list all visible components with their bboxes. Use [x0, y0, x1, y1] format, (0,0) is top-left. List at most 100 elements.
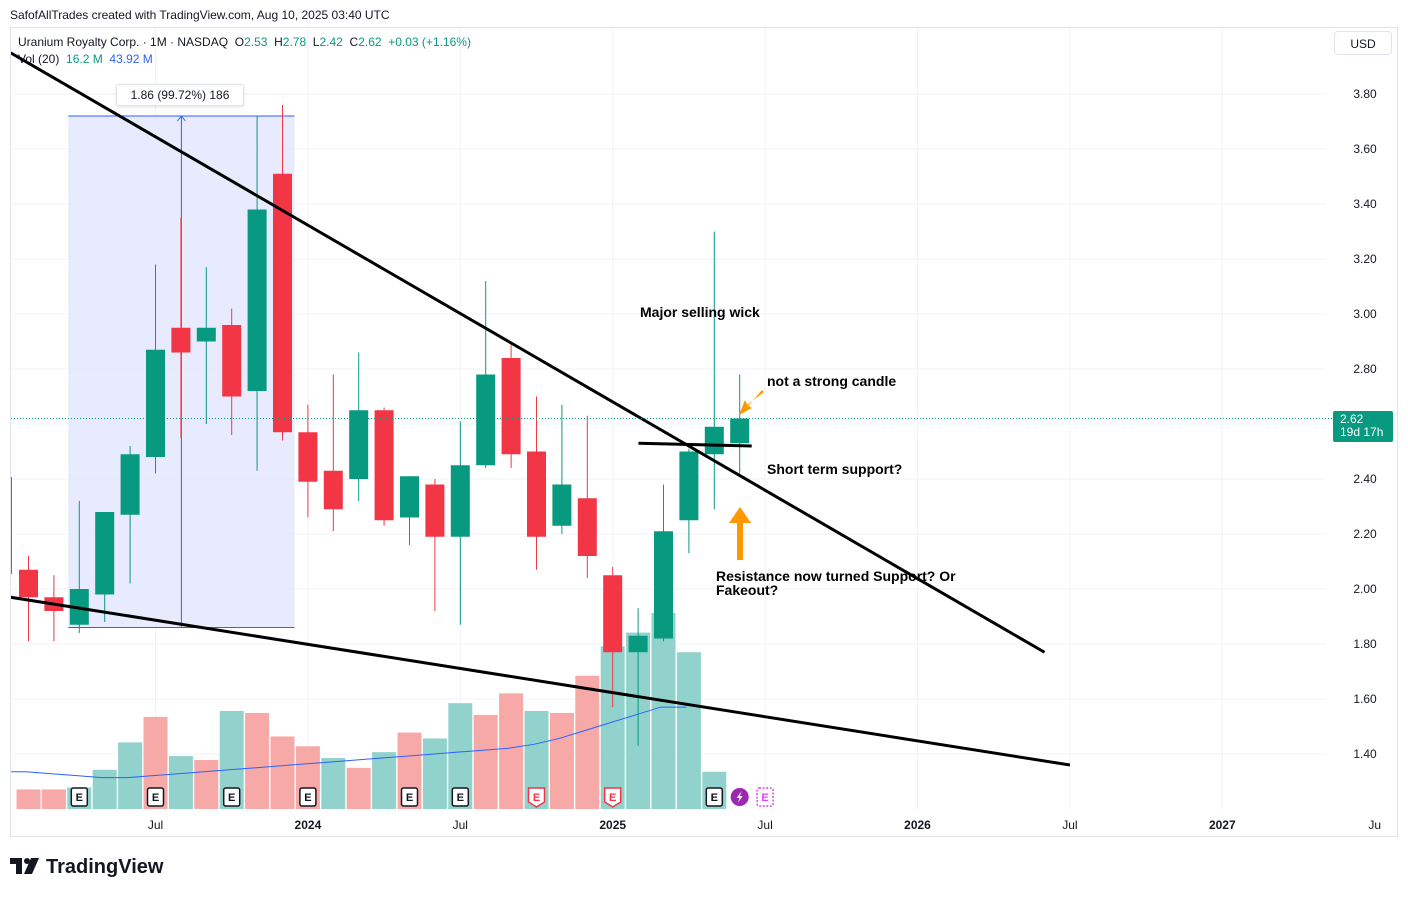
earnings-letter-icon: E [152, 792, 159, 804]
volume-bar [92, 769, 117, 809]
low-value: 2.42 [319, 35, 343, 49]
y-tick-label: 2.40 [1353, 472, 1377, 486]
x-tick-label: 2024 [295, 818, 322, 832]
x-tick-label: Jul [757, 818, 772, 832]
lower-trendline [11, 595, 1071, 767]
price-range-label: 1.86 (99.72%) 186 [116, 84, 244, 106]
currency-button[interactable]: USD [1334, 31, 1392, 55]
volume-bar [245, 712, 270, 809]
candle-body [400, 476, 419, 518]
x-tick-label: Jul [148, 818, 163, 832]
x-tick-label: 2025 [599, 818, 626, 832]
high-label: H [274, 35, 283, 49]
volume-label[interactable]: Vol (20) [18, 52, 60, 66]
candle-body [654, 531, 673, 639]
candle-body [95, 512, 115, 595]
price-range-arrowhead [177, 115, 186, 122]
note-resistance-line2: Fakeout? [716, 582, 779, 598]
x-tick-label: Jul [453, 818, 468, 832]
tradingview-logo[interactable]: TradingView [10, 856, 163, 879]
volume-bar [321, 758, 346, 809]
y-tick-label: 3.80 [1353, 87, 1377, 101]
volume-bar [346, 767, 371, 809]
note-resistance-line1: Resistance now turned Support? Or [716, 568, 956, 584]
earnings-icon [222, 787, 241, 807]
candle-body [120, 454, 140, 515]
y-tick-label: 1.60 [1353, 692, 1377, 706]
volume-bar [270, 736, 295, 809]
earnings-letter-icon: E [533, 792, 540, 804]
earnings-icon [146, 787, 165, 807]
y-tick-label: 2.80 [1353, 362, 1377, 376]
chart-pane [11, 28, 1326, 810]
candle-body [679, 451, 699, 521]
volume-bar [575, 675, 600, 809]
y-tick-label: 3.20 [1353, 252, 1377, 266]
volume-ma-value: 43.92 M [109, 52, 153, 66]
candle-body [273, 173, 292, 433]
volume-bar [473, 714, 498, 809]
candle-body [298, 432, 318, 482]
earnings-icon [299, 787, 317, 807]
x-tick-label: Jul [1062, 818, 1077, 832]
y-tick-label: 1.40 [1353, 747, 1377, 761]
candle-body [577, 498, 597, 556]
earnings-letter-icon: E [457, 792, 464, 804]
volume-bar [651, 613, 676, 809]
volume-bar [41, 789, 66, 809]
note-major-wick: Major selling wick [640, 304, 760, 320]
chart-frame [10, 27, 1398, 837]
y-tick-label: 3.00 [1353, 307, 1377, 321]
earnings-letter-icon: E [406, 792, 413, 804]
earnings-letter-icon: E [228, 792, 235, 804]
candle-body [146, 349, 165, 457]
earnings-letter-icon: E [761, 792, 768, 804]
volume-bar [168, 756, 193, 809]
chart-credit: SafofAllTrades created with TradingView.… [10, 8, 390, 22]
volume-bar [372, 752, 397, 809]
candle-body [222, 325, 242, 397]
symbol-legend: Uranium Royalty Corp. · 1M · NASDAQ O2.5… [18, 35, 471, 49]
volume-bar [549, 712, 574, 809]
volume-legend: Vol (20) 16.2 M 43.92 M [18, 52, 153, 66]
close-label: C [349, 35, 359, 49]
y-tick-label: 2.20 [1353, 527, 1377, 541]
candle-body [247, 209, 267, 391]
change-value: +0.03 (+1.16%) [388, 35, 471, 49]
last-price-tag: 2.62 19d 17h [1333, 411, 1393, 442]
support-line [638, 441, 752, 448]
candle-body [527, 451, 546, 537]
candle-body [349, 410, 369, 479]
y-tick-label: 1.80 [1353, 637, 1377, 651]
candle-body [323, 470, 343, 510]
y-tick-label: 2.00 [1353, 582, 1377, 596]
note-not-strong: not a strong candle [767, 373, 897, 389]
earnings-letter-icon: E [304, 792, 311, 804]
candle-body [628, 635, 648, 653]
y-tick-label: 3.40 [1353, 197, 1377, 211]
upper-trendline [11, 51, 1046, 654]
volume-bar [16, 789, 41, 809]
earnings-letter-icon: E [76, 792, 83, 804]
earnings-negative-icon [603, 787, 622, 808]
candle-body [730, 418, 750, 444]
bar-countdown: 19d 17h [1340, 425, 1384, 439]
candle-body [450, 465, 470, 537]
earnings-negative-icon [527, 787, 546, 808]
volume-ma-line [11, 706, 687, 779]
candle-body [374, 410, 394, 521]
volume-bar [676, 652, 701, 809]
earnings-icon [400, 787, 419, 807]
volume-bar [194, 760, 219, 809]
volume-bar [118, 742, 143, 809]
low-label: L [312, 35, 320, 49]
volume-bar [499, 693, 524, 809]
candle-body [196, 327, 216, 342]
candle-body [19, 569, 38, 598]
x-tick-label: 2027 [1209, 818, 1236, 832]
earnings-letter-icon: E [711, 792, 718, 804]
earnings-icon [70, 787, 89, 807]
symbol-name[interactable]: Uranium Royalty Corp. · 1M · NASDAQ [18, 35, 229, 49]
earnings-upcoming-icon [756, 787, 774, 807]
